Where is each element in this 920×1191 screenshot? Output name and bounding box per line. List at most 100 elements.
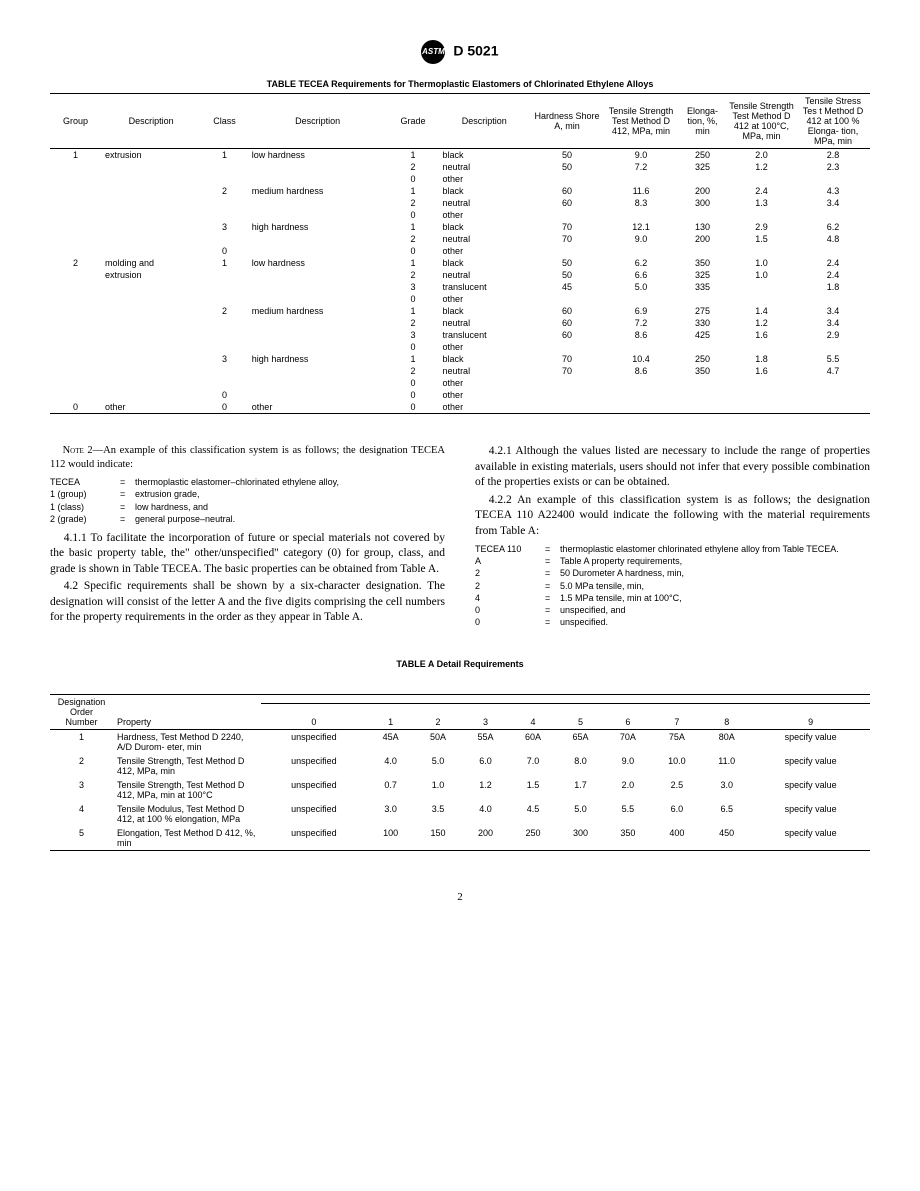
definition-row: 2=5.0 MPa tensile, min,	[475, 580, 870, 592]
table-cell: 350	[604, 826, 651, 851]
table-row: 3high hardness1black7012.11302.96.2	[50, 221, 870, 233]
table-cell: 425	[678, 329, 727, 341]
table-cell	[796, 209, 870, 221]
def-val: 5.0 MPa tensile, min,	[560, 580, 870, 592]
table-cell: 1.6	[727, 365, 796, 377]
table-cell	[248, 281, 388, 293]
table-cell: 1.0	[727, 269, 796, 281]
table-row: 2medium hardness1black606.92751.43.4	[50, 305, 870, 317]
table-cell: 3	[388, 281, 439, 293]
table-cell: 1	[388, 257, 439, 269]
table-cell: unspecified	[261, 802, 367, 826]
table-cell: neutral	[439, 233, 530, 245]
table-row: 2neutral709.02001.54.8	[50, 233, 870, 245]
table-cell	[50, 233, 101, 245]
table-cell: 2	[50, 257, 101, 269]
table-cell	[530, 341, 604, 353]
table-cell	[201, 281, 248, 293]
table-cell	[248, 317, 388, 329]
table-cell: other	[439, 401, 530, 414]
table-row: 0other	[50, 209, 870, 221]
th-stress100: Tensile Stress Tes t Method D 412 at 100…	[796, 94, 870, 149]
table-cell	[201, 269, 248, 281]
table-cell: 1.5	[509, 778, 556, 802]
table-cell: 2.9	[727, 221, 796, 233]
table-cell: 450	[702, 826, 751, 851]
table-cell: 325	[678, 269, 727, 281]
table-cell: 80A	[702, 730, 751, 755]
table-cell: 60	[530, 317, 604, 329]
table-cell	[796, 377, 870, 389]
def-eq: =	[120, 513, 135, 525]
table-cell: 12.1	[604, 221, 678, 233]
table-cell	[101, 281, 201, 293]
table-cell	[604, 293, 678, 305]
table-cell: 0	[388, 377, 439, 389]
table-cell: 250	[678, 149, 727, 162]
table-row: 2neutral608.33001.33.4	[50, 197, 870, 209]
table-cell: 350	[678, 365, 727, 377]
table-cell: 3	[201, 221, 248, 233]
table-cell	[248, 365, 388, 377]
def-val: unspecified.	[560, 616, 870, 628]
table-row: 2neutral607.23301.23.4	[50, 317, 870, 329]
table-cell: 0	[388, 209, 439, 221]
left-column: Note 2—An example of this classification…	[50, 444, 445, 634]
table-cell: 5.5	[604, 802, 651, 826]
table-cell: 4	[50, 802, 113, 826]
table-cell	[50, 185, 101, 197]
table-cell	[50, 317, 101, 329]
def-val: thermoplastic elastomer chlorinated ethy…	[560, 543, 870, 555]
table-cell: black	[439, 257, 530, 269]
table-cell	[530, 377, 604, 389]
header-code: D 5021	[453, 43, 498, 59]
table-cell	[101, 317, 201, 329]
table-cell: 2	[388, 365, 439, 377]
definition-row: 0=unspecified.	[475, 616, 870, 628]
table-cell: 1.3	[727, 197, 796, 209]
table-cell: 65A	[557, 730, 604, 755]
table-cell: 130	[678, 221, 727, 233]
table-cell: 8.3	[604, 197, 678, 209]
table-cell	[248, 197, 388, 209]
astm-logo: ASTM	[421, 40, 445, 64]
table-cell: 2	[388, 233, 439, 245]
definitions-2: TECEA 110=thermoplastic elastomer chlori…	[475, 543, 870, 628]
table-cell	[796, 293, 870, 305]
table-cell: 1	[201, 149, 248, 162]
def-key: 1 (group)	[50, 488, 120, 500]
note-2-text: An example of this classification system…	[50, 445, 445, 470]
table-cell: 70	[530, 353, 604, 365]
table-cell	[678, 341, 727, 353]
table-cell: 2	[388, 317, 439, 329]
table-row: 1Hardness, Test Method D 2240, A/D Durom…	[50, 730, 870, 755]
definitions-1: TECEA=thermoplastic elastomer–chlorinate…	[50, 476, 445, 525]
table-cell	[201, 365, 248, 377]
table-cell: 3	[388, 329, 439, 341]
th-desc1: Description	[101, 94, 201, 149]
table-cell	[678, 293, 727, 305]
table-cell	[727, 281, 796, 293]
table-cell: low hardness	[248, 257, 388, 269]
table-cell: 0	[201, 401, 248, 414]
table-cell: 300	[678, 197, 727, 209]
table-cell	[101, 305, 201, 317]
th-a-num: 3	[462, 703, 509, 729]
table-cell	[101, 209, 201, 221]
def-val: unspecified, and	[560, 604, 870, 616]
table-cell: 400	[652, 826, 702, 851]
table-cell: 3.4	[796, 317, 870, 329]
table-cell: 2.0	[727, 149, 796, 162]
table-cell: 0	[388, 341, 439, 353]
table-cell: other	[439, 389, 530, 401]
table-a: Designation Order Number Property 012345…	[50, 694, 870, 851]
table-row: 0other	[50, 341, 870, 353]
table-cell: other	[101, 401, 201, 414]
definition-row: 0=unspecified, and	[475, 604, 870, 616]
table-row: extrusion2neutral506.63251.02.4	[50, 269, 870, 281]
table-cell	[50, 245, 101, 257]
para-4-2-2: 4.2.2 An example of this classification …	[475, 493, 870, 540]
definition-row: 1 (class)=low hardness, and	[50, 501, 445, 513]
table-cell: molding and	[101, 257, 201, 269]
table-cell: 60	[530, 329, 604, 341]
